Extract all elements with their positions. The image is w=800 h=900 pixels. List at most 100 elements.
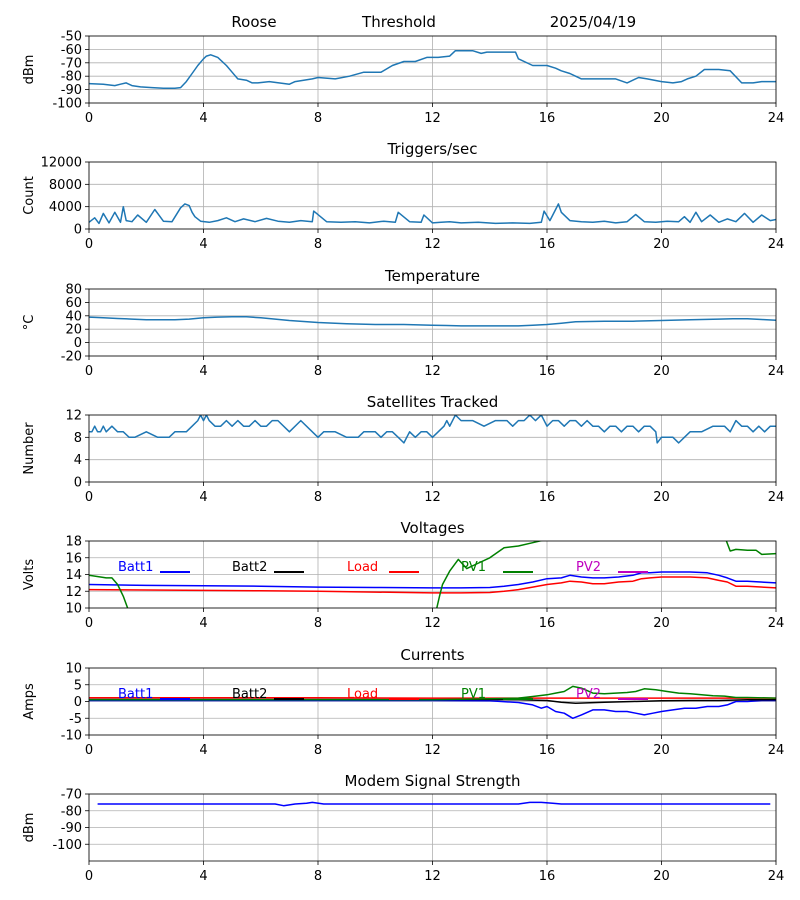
chart-4-ytick-label: 0 (74, 476, 82, 491)
chart-5-ytick-label: 18 (65, 535, 82, 550)
chart-5-xtick-label: 24 (768, 616, 785, 631)
chart-6-legend-label-pv1: PV1 (461, 687, 486, 702)
chart-6-ytick-label: 0 (74, 695, 82, 710)
chart-2: 0 4 8 12 16 20 24 0 4000 8000 12000 Count Triggers/s… (22, 140, 784, 252)
chart-6-legend-label-batt2: Batt2 (232, 687, 267, 702)
chart-6-ytick-label: 10 (65, 662, 82, 677)
chart-5-xtick-label: 8 (314, 616, 322, 631)
chart-6-xtick-label: 20 (653, 743, 670, 758)
chart-2-ytick-label: 12000 (41, 156, 82, 171)
chart-6-ytick-label: 5 (74, 678, 82, 693)
chart-4-ylabel: Number (22, 422, 37, 475)
chart-3-ytick-label: 0 (74, 336, 82, 351)
chart-6-legend-label-batt1: Batt1 (118, 687, 153, 702)
chart-5-series-pv1 (89, 541, 776, 608)
chart-1-xtick-label: 8 (314, 111, 322, 126)
chart-2-grid (88, 161, 777, 230)
chart-2-ytick-label: 8000 (49, 178, 82, 193)
chart-3-xtick-label: 8 (314, 364, 322, 379)
chart-3-title: Temperature (384, 267, 480, 285)
chart-5-series-load (89, 576, 776, 594)
chart-3-xtick-label: 4 (199, 364, 207, 379)
chart-2-xtick-label: 0 (85, 237, 93, 252)
chart-7-series-series (97, 801, 771, 807)
chart-6-ylabel: Amps (22, 683, 37, 720)
chart-5-xtick-label: 0 (85, 616, 93, 631)
chart-4-xtick-label: 24 (768, 490, 785, 505)
chart-2-xtick-label: 4 (199, 237, 207, 252)
chart-6-legend-label-pv2: PV2 (576, 687, 601, 702)
chart-1-xtick-label: 0 (85, 111, 93, 126)
chart-4-series-series (89, 415, 776, 444)
chart-5-grid (88, 540, 777, 609)
chart-1-xtick-label: 4 (199, 111, 207, 126)
chart-4-xtick-label: 20 (653, 490, 670, 505)
chart-6-title: Currents (400, 646, 464, 664)
chart-1-ytick-label: -100 (52, 97, 82, 112)
chart-5-legend: Batt1 Batt2 Load PV1 PV2 (118, 560, 648, 575)
chart-3-grid (88, 288, 777, 357)
chart-1-grid (88, 35, 777, 104)
chart-1-ytick-label: -50 (61, 30, 82, 45)
chart-7-xtick-label: 8 (314, 869, 322, 884)
chart-2-title: Triggers/sec (387, 140, 478, 158)
chart-4-ytick-label: 8 (74, 431, 82, 446)
chart-3-ytick-label: 40 (65, 309, 82, 324)
header-mode: Threshold (361, 13, 436, 31)
chart-2-xtick-label: 16 (539, 237, 556, 252)
chart-4: 0 4 8 12 16 20 24 0 4 8 12 Number Satellites Tracked (22, 393, 784, 505)
chart-2-xtick-label: 12 (424, 237, 441, 252)
chart-1-ytick-label: -90 (61, 83, 82, 98)
chart-6-ytick-label: -10 (61, 729, 82, 744)
chart-5-legend-label-load: Load (347, 560, 378, 575)
chart-7-ytick-label: -100 (52, 838, 82, 853)
chart-5-legend-label-batt2: Batt2 (232, 560, 267, 575)
chart-7-xtick-label: 24 (768, 869, 785, 884)
chart-1-xtick-label: 20 (653, 111, 670, 126)
chart-1-xtick-label: 16 (539, 111, 556, 126)
chart-7-xtick-label: 0 (85, 869, 93, 884)
chart-6-series-pv1 (89, 685, 776, 701)
chart-4-ytick-label: 4 (74, 453, 82, 468)
chart-6-xtick-label: 16 (539, 743, 556, 758)
chart-4-xtick-label: 0 (85, 490, 93, 505)
chart-7-xtick-label: 12 (424, 869, 441, 884)
chart-6-ytick-label: -5 (69, 712, 82, 727)
chart-4-grid (88, 414, 777, 483)
chart-2-xtick-label: 24 (768, 237, 785, 252)
chart-7-ytick-label: -80 (61, 804, 82, 819)
chart-3-xtick-label: 12 (424, 364, 441, 379)
chart-7-title: Modem Signal Strength (345, 772, 521, 790)
chart-1-ytick-label: -80 (61, 70, 82, 85)
chart-3-xtick-label: 24 (768, 364, 785, 379)
chart-5-xtick-label: 12 (424, 616, 441, 631)
chart-7-xtick-label: 20 (653, 869, 670, 884)
chart-4-title: Satellites Tracked (367, 393, 498, 411)
chart-5-ytick-label: 12 (65, 585, 82, 600)
chart-3-ylabel: °C (22, 315, 37, 331)
chart-5-legend-label-pv2: PV2 (576, 560, 601, 575)
chart-1-ytick-label: -60 (61, 43, 82, 58)
chart-5-ylabel: Volts (22, 559, 37, 591)
chart-3-ytick-label: -20 (61, 350, 82, 365)
chart-3-ytick-label: 80 (65, 283, 82, 298)
header-station: Roose (231, 13, 276, 31)
chart-1: 0 4 8 12 16 20 24 -100-90-80-70-60-50 dBm (22, 30, 784, 127)
chart-6-legend: Batt1 Batt2 Load PV1 PV2 (118, 687, 648, 702)
chart-5-xtick-label: 16 (539, 616, 556, 631)
chart-5-title: Voltages (400, 519, 464, 537)
chart-3-xtick-label: 16 (539, 364, 556, 379)
chart-2-xtick-label: 20 (653, 237, 670, 252)
chart-5-series-batt1 (89, 571, 776, 589)
chart-3-series-series (89, 316, 776, 327)
chart-6-xtick-label: 4 (199, 743, 207, 758)
chart-2-ytick-label: 0 (74, 223, 82, 238)
chart-5-ytick-label: 10 (65, 602, 82, 617)
chart-5-legend-label-pv1: PV1 (461, 560, 486, 575)
chart-3-xtick-label: 0 (85, 364, 93, 379)
chart-4-xtick-label: 12 (424, 490, 441, 505)
